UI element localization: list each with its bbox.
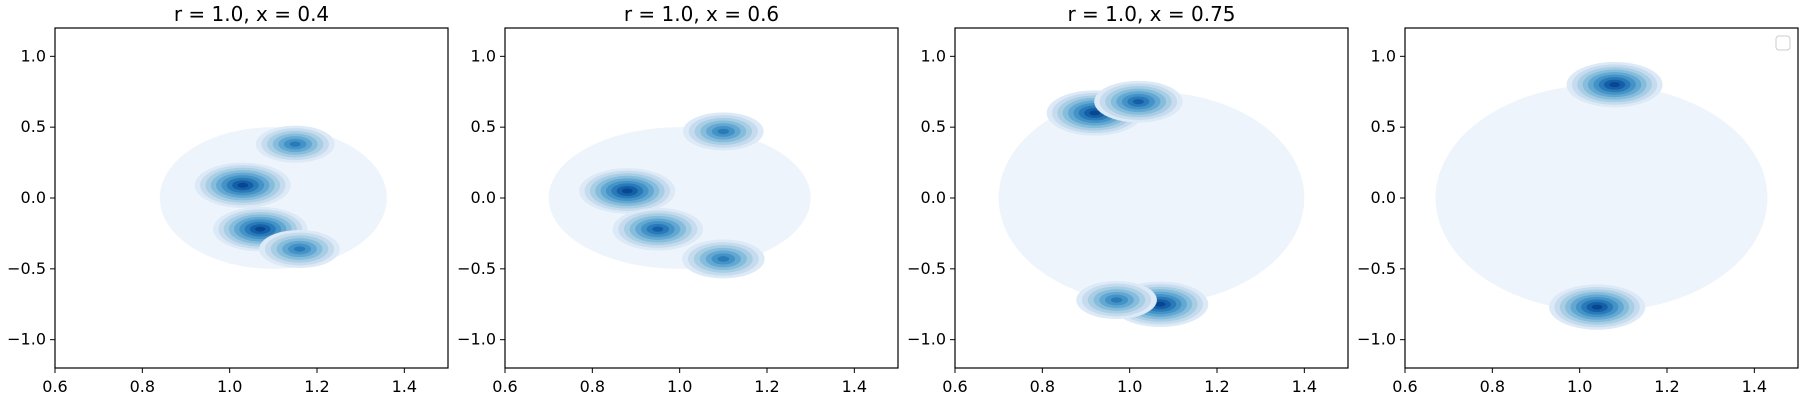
- y-tick-label: −0.5: [1357, 259, 1396, 278]
- density-background: [998, 91, 1305, 305]
- subplot-1-canvas: 0.6 0.8 1.0 1.2 1.4 −1.0 −0.5 0.0 0.5 1.0: [7, 27, 449, 396]
- x-tick-label: 1.2: [1654, 377, 1679, 396]
- x-tick-label: 1.0: [667, 377, 692, 396]
- y-tick-label: 1.0: [21, 46, 46, 65]
- density-contours: [1435, 62, 1768, 330]
- density-peak-4-level-7: [1110, 297, 1123, 303]
- x-tick-label: 1.4: [1292, 377, 1317, 396]
- density-peak-4-level-7: [717, 256, 730, 262]
- x-tick-label: 1.2: [304, 377, 329, 396]
- subplot-2-canvas: 0.6 0.8 1.0 1.2 1.4 −1.0 −0.5 0.0 0.5 1.0: [457, 27, 899, 396]
- density-peak-2-level-8: [652, 226, 664, 232]
- x-tick-label: 0.8: [130, 377, 155, 396]
- x-tick-label: 0.8: [1480, 377, 1505, 396]
- y-tick-label: 1.0: [1371, 46, 1396, 65]
- density-contours: [998, 80, 1305, 327]
- subplot-3-canvas: 0.6 0.8 1.0 1.2 1.4 −1.0 −0.5 0.0 0.5 1.0: [907, 27, 1349, 396]
- x-tick-label: 1.4: [1742, 377, 1767, 396]
- density-background: [1435, 84, 1768, 312]
- density-peak-3-level-9: [1154, 301, 1166, 307]
- density-peak-1-level-9: [1609, 82, 1620, 88]
- x-tick-label: 0.6: [42, 377, 67, 396]
- subplot-1-title: r = 1.0, x = 0.4: [173, 2, 330, 26]
- density-peak-2-level-9: [255, 226, 266, 232]
- density-peak-1-level-9: [621, 188, 633, 194]
- density-contours: [159, 125, 387, 269]
- y-tick-label: −0.5: [907, 259, 946, 278]
- x-tick-label: 1.2: [1204, 377, 1229, 396]
- density-peak-2-level-9: [1591, 304, 1603, 310]
- x-tick-label: 1.0: [1567, 377, 1592, 396]
- x-tick-label: 1.2: [754, 377, 779, 396]
- density-peak-1-level-9: [237, 182, 249, 188]
- x-tick-label: 0.8: [1030, 377, 1055, 396]
- y-tick-label: 0.5: [21, 117, 46, 136]
- density-peak-3-level-7: [289, 141, 301, 147]
- density-peak-2-level-8: [1132, 99, 1144, 105]
- y-tick-label: −1.0: [7, 330, 46, 349]
- density-peak-3-level-7: [717, 128, 730, 135]
- subplot-3: 0.6 0.8 1.0 1.2 1.4 −1.0 −0.5 0.0 0.5 1.0 r = 1.0…: [900, 0, 1350, 400]
- density-peak-1-level-9: [1089, 110, 1101, 116]
- subplot-4: 0.6 0.8 1.0 1.2 1.4 −1.0 −0.5 0.0 0.5 1.0: [1350, 0, 1800, 400]
- x-tick-label: 0.6: [942, 377, 967, 396]
- subplot-3-title: r = 1.0, x = 0.75: [1067, 2, 1236, 26]
- y-tick-label: 1.0: [471, 46, 496, 65]
- y-tick-label: 0.0: [1371, 188, 1396, 207]
- y-tick-label: 0.5: [471, 117, 496, 136]
- y-tick-label: −0.5: [457, 259, 496, 278]
- subplot-2: 0.6 0.8 1.0 1.2 1.4 −1.0 −0.5 0.0 0.5 1.0 r = 1.0…: [450, 0, 900, 400]
- y-tick-label: −1.0: [907, 330, 946, 349]
- x-tick-label: 1.0: [217, 377, 242, 396]
- y-tick-label: −0.5: [7, 259, 46, 278]
- y-tick-label: 0.0: [921, 188, 946, 207]
- density-peak-4-level-7: [293, 246, 306, 252]
- subplot-1: 0.6 0.8 1.0 1.2 1.4 −1.0 −0.5 0.0 0.5 1.0 r = 1.0…: [0, 0, 450, 400]
- y-tick-label: −1.0: [457, 330, 496, 349]
- y-tick-label: 0.0: [21, 188, 46, 207]
- y-tick-label: −1.0: [1357, 330, 1396, 349]
- density-contours: [548, 112, 811, 279]
- y-tick-label: 0.0: [471, 188, 496, 207]
- x-tick-label: 1.4: [392, 377, 417, 396]
- y-tick-label: 0.5: [921, 117, 946, 136]
- y-tick-label: 1.0: [921, 46, 946, 65]
- x-tick-label: 1.0: [1117, 377, 1142, 396]
- x-tick-label: 0.6: [1392, 377, 1417, 396]
- subplot-2-title: r = 1.0, x = 0.6: [623, 2, 780, 26]
- x-tick-label: 1.4: [842, 377, 867, 396]
- subplot-4-canvas: 0.6 0.8 1.0 1.2 1.4 −1.0 −0.5 0.0 0.5 1.0: [1357, 27, 1799, 396]
- y-tick-label: 0.5: [1371, 117, 1396, 136]
- legend-box: [1775, 35, 1791, 51]
- x-tick-label: 0.8: [580, 377, 605, 396]
- x-tick-label: 0.6: [492, 377, 517, 396]
